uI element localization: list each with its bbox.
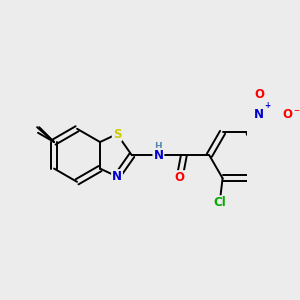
Text: H: H [154,142,162,151]
Text: ⁻: ⁻ [293,107,299,120]
Text: N: N [153,149,164,162]
Text: +: + [264,101,270,110]
Text: O: O [282,108,292,122]
Text: O: O [175,171,184,184]
Text: N: N [254,108,264,122]
Text: S: S [113,128,121,141]
Text: O: O [254,88,264,101]
Text: Cl: Cl [214,196,226,209]
Text: N: N [112,170,122,183]
